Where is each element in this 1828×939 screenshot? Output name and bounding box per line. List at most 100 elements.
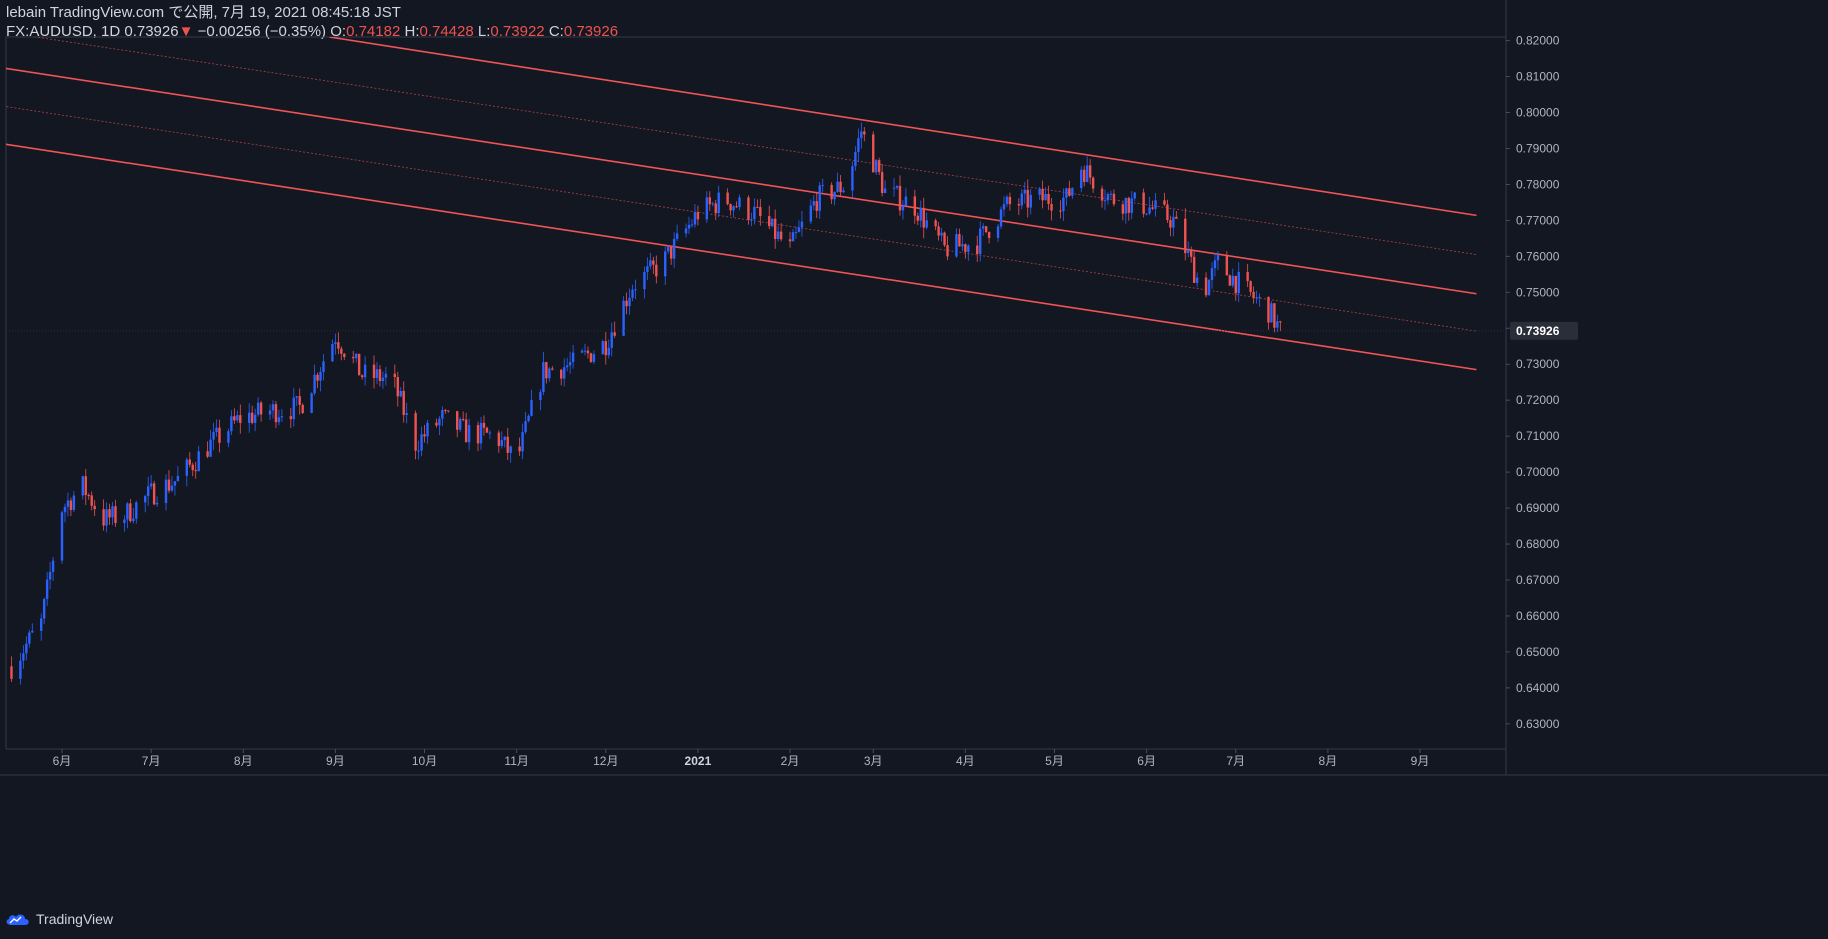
candle-body <box>352 356 355 359</box>
candle-body <box>1270 303 1273 323</box>
candle <box>19 652 22 685</box>
candle <box>340 346 343 361</box>
price-change: −0.00256 (−0.35%) <box>197 23 327 40</box>
candle-body <box>1273 303 1276 328</box>
channel-line-4 <box>33 37 1477 255</box>
candle <box>357 353 361 376</box>
candle <box>875 158 878 175</box>
candle-body <box>28 632 31 644</box>
candle-body <box>1083 169 1086 182</box>
candle-body <box>42 598 46 619</box>
candle-body <box>1166 204 1169 221</box>
candle <box>1088 159 1092 185</box>
candle-body <box>729 204 732 211</box>
channel-line-1 <box>329 37 1477 217</box>
candle <box>1273 302 1276 333</box>
candle <box>230 410 233 435</box>
candle-body <box>149 483 153 487</box>
candle-body <box>568 362 572 366</box>
candle <box>687 216 691 234</box>
candle <box>1065 187 1068 206</box>
candle-body <box>1267 296 1270 323</box>
candle-body <box>643 272 646 290</box>
candle-body <box>277 417 281 423</box>
candle <box>1044 187 1047 201</box>
candle-body <box>1187 250 1190 254</box>
candle-body <box>102 509 105 526</box>
publish-info: lebain TradingView.com で公開, 7月 19, 2021 … <box>6 4 401 21</box>
candle <box>821 178 824 193</box>
candle-body <box>545 362 548 379</box>
candle <box>631 284 634 302</box>
candle-body <box>958 234 961 247</box>
candle-body <box>898 185 902 211</box>
candle-body <box>426 422 429 437</box>
candle <box>72 490 76 513</box>
candle-body <box>1207 280 1211 296</box>
candle-body <box>461 418 465 420</box>
candle <box>592 350 596 365</box>
candle-body <box>690 224 694 226</box>
candle-body <box>497 432 501 447</box>
candle-body <box>233 416 236 421</box>
candle <box>135 500 138 524</box>
candle-body <box>1026 189 1029 208</box>
candle-body <box>176 475 180 482</box>
candle <box>589 352 593 363</box>
candle <box>500 431 503 449</box>
x-tick-label: 11月 <box>504 754 528 768</box>
candle-body <box>90 495 93 506</box>
candle <box>756 199 759 209</box>
candle-body <box>666 246 670 252</box>
candle <box>883 180 887 194</box>
y-tick-label: 0.69000 <box>1516 501 1560 515</box>
candle <box>503 436 506 448</box>
candle <box>669 246 673 265</box>
last-price: 0.73926 <box>124 23 179 40</box>
candle-body <box>610 332 613 348</box>
candle-body <box>726 192 729 205</box>
candle <box>1231 268 1234 288</box>
candle-body <box>253 414 257 423</box>
candle <box>1026 179 1029 218</box>
candle <box>779 223 783 242</box>
candle-body <box>913 196 917 216</box>
candle-body <box>1130 198 1133 213</box>
candle <box>93 500 96 516</box>
candle <box>63 503 67 523</box>
candle-body <box>768 216 771 227</box>
y-tick-label: 0.71000 <box>1516 429 1560 443</box>
footer-brand[interactable]: TradingView <box>4 911 113 927</box>
candle <box>987 231 991 244</box>
candle-body <box>1231 275 1234 286</box>
candle <box>753 198 756 225</box>
x-tick-label: 7月 <box>142 754 161 768</box>
candle <box>1047 185 1050 210</box>
candle <box>729 203 732 216</box>
candle <box>919 200 922 228</box>
candle <box>1249 280 1252 296</box>
candle-body <box>779 231 783 240</box>
candle <box>649 252 652 270</box>
candle <box>253 408 257 432</box>
candle <box>1002 196 1006 217</box>
candle <box>173 481 177 496</box>
candle-body <box>295 396 298 398</box>
candle <box>652 256 655 274</box>
candle-body <box>1195 277 1199 283</box>
candle-body <box>1249 281 1252 292</box>
candle-body <box>1065 188 1068 198</box>
candle-body <box>943 232 946 246</box>
candle <box>530 389 533 417</box>
candle <box>87 493 90 500</box>
candle-body <box>423 434 426 437</box>
candle <box>360 374 364 380</box>
candle <box>675 224 679 242</box>
high-value: 0.74428 <box>419 23 474 40</box>
candle <box>236 410 239 423</box>
candle <box>372 355 376 389</box>
candle-body <box>634 289 637 291</box>
candle-body <box>747 197 750 220</box>
candle <box>343 352 346 360</box>
